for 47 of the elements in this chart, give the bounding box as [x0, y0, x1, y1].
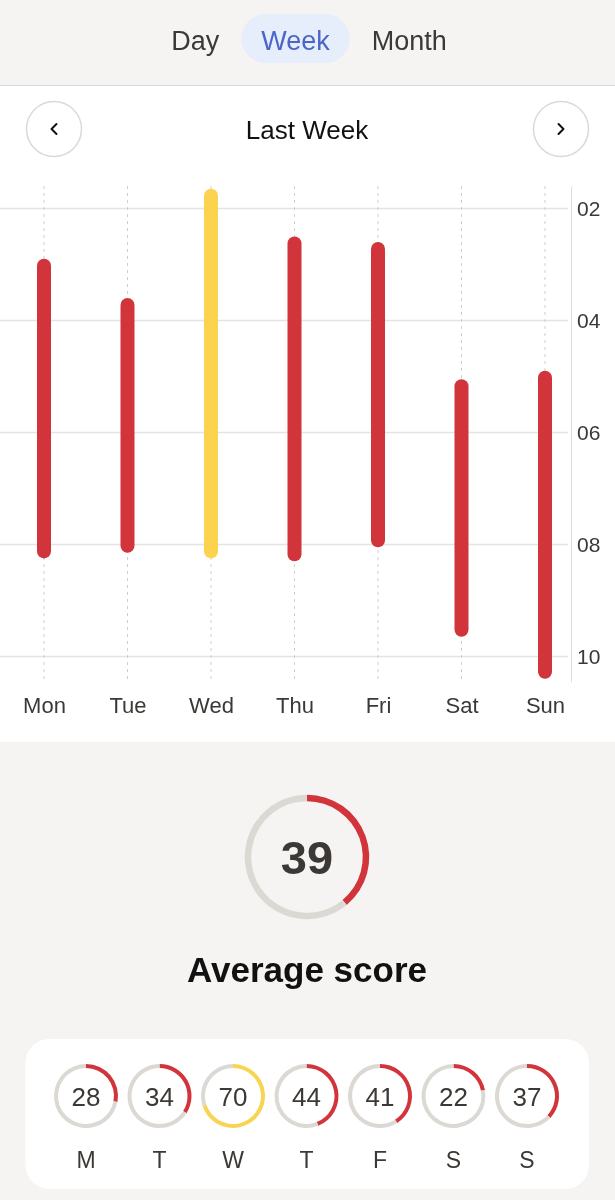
x-tick-label: Thu [276, 692, 314, 718]
bar [371, 242, 385, 548]
chart-title: Last Week [245, 115, 370, 145]
bar [37, 258, 51, 559]
y-tick-label: 06 [577, 420, 601, 444]
text: T [152, 1147, 167, 1173]
y-tick-label: 10 [577, 644, 601, 668]
text: 37 [512, 1081, 542, 1112]
donut-slice [348, 1064, 398, 1128]
text: M [76, 1147, 96, 1173]
x-tick-label: Sun [525, 692, 566, 718]
donut-slice [421, 1064, 486, 1128]
y-tick-label: 02 [577, 196, 601, 220]
text: 39 [280, 831, 334, 884]
donut-slice [495, 1064, 551, 1128]
text: T [299, 1147, 314, 1173]
donut-slice [274, 1064, 319, 1128]
bar [454, 379, 469, 637]
text: Day [171, 26, 220, 56]
bar [204, 188, 218, 559]
donut-slice [54, 1064, 118, 1128]
x-tick-label: Wed [189, 692, 234, 718]
text: 34 [145, 1081, 174, 1112]
text: 41 [365, 1081, 395, 1112]
bar [120, 298, 135, 553]
x-tick-label: Sat [445, 692, 479, 718]
x-tick-label: Mon [23, 692, 66, 718]
text: F [372, 1147, 388, 1173]
x-tick-label: Fri [365, 692, 392, 718]
bar [287, 236, 302, 562]
text: 28 [71, 1081, 101, 1112]
donut-slice [244, 794, 347, 920]
text: Month [371, 26, 447, 56]
text: W [222, 1147, 245, 1173]
bar [538, 370, 552, 679]
donut-slice [202, 1064, 265, 1128]
text: Average score [187, 949, 427, 989]
text: 22 [439, 1081, 468, 1112]
y-tick-label: 08 [577, 532, 601, 556]
text: 44 [292, 1081, 321, 1112]
x-tick-label: Tue [109, 692, 147, 718]
text: S [445, 1147, 462, 1173]
donut-slice [127, 1064, 187, 1128]
text: S [519, 1147, 535, 1173]
text: Week [261, 26, 331, 56]
y-tick-label: 04 [577, 308, 601, 332]
text: 70 [218, 1081, 248, 1112]
